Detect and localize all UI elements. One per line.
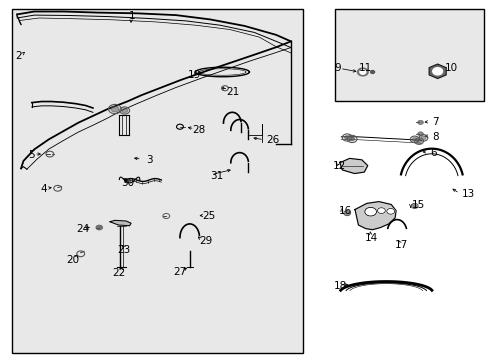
Circle shape [417,132,423,136]
Text: 4: 4 [40,184,47,194]
Circle shape [417,120,423,125]
Circle shape [359,70,365,74]
Bar [12,9,303,353]
Circle shape [364,207,376,216]
Text: 28: 28 [192,125,205,135]
Polygon shape [354,202,395,230]
Circle shape [111,106,119,112]
Text: 7: 7 [431,117,438,127]
Text: 1: 1 [128,11,135,21]
Text: 16: 16 [338,206,351,216]
Circle shape [386,208,394,214]
Text: 14: 14 [364,233,378,243]
Circle shape [412,204,416,207]
Circle shape [349,137,354,141]
Text: 31: 31 [210,171,223,181]
Text: 11: 11 [358,63,371,73]
Circle shape [377,208,385,213]
Polygon shape [339,158,367,174]
Circle shape [370,71,374,73]
Text: 19: 19 [188,69,201,80]
Circle shape [357,68,367,76]
Text: 22: 22 [112,267,125,278]
Text: 18: 18 [333,281,346,291]
Text: 25: 25 [202,211,215,221]
Circle shape [420,136,425,140]
Bar [334,9,483,101]
Text: 9: 9 [333,63,340,73]
Circle shape [96,225,102,230]
Text: 26: 26 [266,135,279,145]
Text: 20: 20 [66,255,79,265]
Text: 30: 30 [121,178,134,188]
Text: 10: 10 [444,63,457,73]
Polygon shape [110,220,131,226]
Text: 2: 2 [15,51,22,61]
Polygon shape [428,64,445,78]
Text: 5: 5 [28,150,35,160]
Circle shape [345,212,348,215]
Text: 6: 6 [429,148,436,158]
Text: 12: 12 [332,161,346,171]
Circle shape [411,138,416,141]
Text: 13: 13 [461,189,474,199]
Text: 15: 15 [411,200,425,210]
Text: 21: 21 [226,87,239,97]
Text: 23: 23 [117,245,130,255]
Text: 27: 27 [173,267,186,277]
Circle shape [344,136,349,139]
Text: 3: 3 [145,155,152,165]
Text: 24: 24 [76,224,89,234]
Text: 8: 8 [431,132,438,142]
Circle shape [416,139,421,143]
Text: 17: 17 [393,240,407,250]
Circle shape [432,68,442,75]
Circle shape [122,108,127,113]
Text: 29: 29 [199,236,212,246]
